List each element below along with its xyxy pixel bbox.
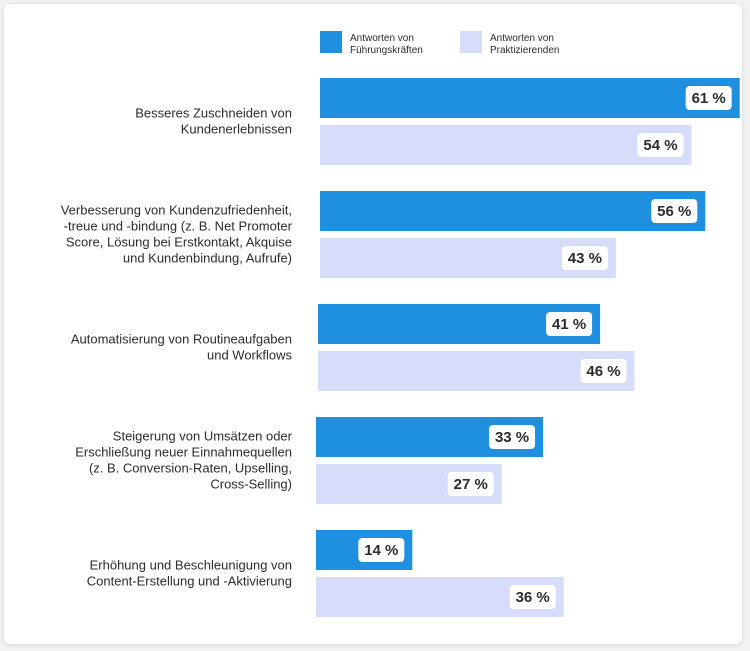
value-label-1-1: 61 % <box>692 90 726 107</box>
value-box-1-5 <box>358 538 405 562</box>
value-box-1-4 <box>489 425 536 449</box>
category-label-2: Verbesserung von Kundenzufriedenheit, -tr… <box>61 203 293 266</box>
legend-label-1: Antworten von Führungskräften <box>350 33 423 56</box>
legend-swatch-2 <box>460 31 482 53</box>
bar-practitioners-1 <box>320 125 692 165</box>
legend-swatch-1 <box>320 31 342 53</box>
value-label-2-4: 27 % <box>454 476 488 493</box>
value-label-1-2: 56 % <box>657 203 691 220</box>
value-label-1-5: 14 % <box>364 542 398 559</box>
value-label-2-3: 46 % <box>586 363 620 380</box>
category-label-1: Besseres Zuschneiden von Kundenerlebnisse… <box>135 106 292 137</box>
category-label-3: Automatisierung von Routineaufgaben und W… <box>71 332 293 363</box>
value-box-2-4 <box>447 472 494 496</box>
value-label-1-3: 41 % <box>552 316 586 333</box>
value-label-2-2: 43 % <box>568 250 602 267</box>
category-label-4: Steigerung von Umsätzen oder Erschließung… <box>75 429 292 492</box>
value-label-2-1: 54 % <box>643 137 677 154</box>
value-box-2-5 <box>509 585 556 609</box>
legend-label-2: Antworten von Praktizierenden <box>490 33 559 56</box>
value-box-1-3 <box>546 312 593 336</box>
value-box-2-3 <box>580 359 627 383</box>
value-box-1-1 <box>685 86 732 110</box>
value-box-1-2 <box>651 199 698 223</box>
value-box-2-2 <box>561 246 608 270</box>
value-label-1-4: 33 % <box>495 429 529 446</box>
value-box-2-1 <box>637 133 684 157</box>
bar-executives-2 <box>320 191 706 231</box>
bar-executives-1 <box>320 78 740 118</box>
value-label-2-5: 36 % <box>516 589 550 606</box>
category-label-5: Erhöhung und Beschleunigung von Content-E… <box>87 558 292 589</box>
